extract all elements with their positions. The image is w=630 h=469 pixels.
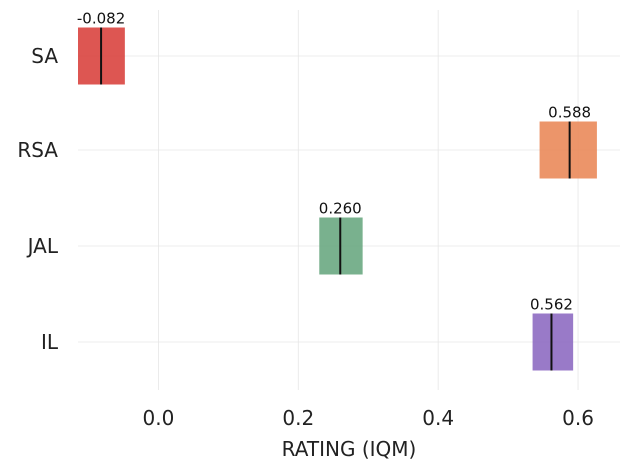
x-tick-label: 0.4 xyxy=(422,406,454,430)
x-tick-labels: 0.0 0.2 0.4 0.6 xyxy=(143,406,594,430)
y-tick-label: JAL xyxy=(26,234,59,258)
y-tick-label: IL xyxy=(41,330,59,354)
interval-bar xyxy=(532,313,574,371)
value-label: 0.588 xyxy=(548,104,591,122)
y-tick-label: RSA xyxy=(17,138,58,162)
x-tick-label: 0.2 xyxy=(282,406,314,430)
value-label: 0.260 xyxy=(319,200,362,218)
value-label: 0.562 xyxy=(530,296,573,314)
y-tick-labels: SA RSA JAL IL xyxy=(17,44,59,354)
intervals: -0.082 0.588 0.260 0.562 xyxy=(77,10,597,371)
value-label: -0.082 xyxy=(77,10,125,28)
x-tick-label: 0.6 xyxy=(562,406,594,430)
x-tick-label: 0.0 xyxy=(143,406,175,430)
x-axis-title: RATING (IQM) xyxy=(282,437,417,461)
interval-bar xyxy=(539,121,597,179)
y-tick-label: SA xyxy=(31,44,58,68)
